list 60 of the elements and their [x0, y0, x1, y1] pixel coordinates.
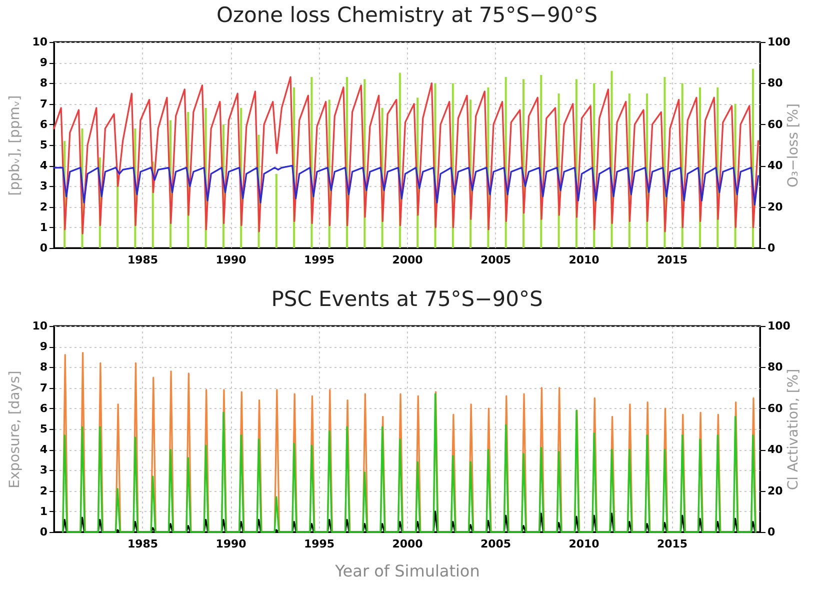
line-series: [53, 164, 760, 206]
y2-tick-label: 100: [768, 36, 791, 48]
y2-tick-label: 100: [768, 320, 791, 332]
y2-tick-label: 60: [768, 118, 784, 131]
y-tick-label: 6: [40, 118, 48, 131]
y-tick-label: 2: [40, 200, 48, 214]
y-tick-label: 3: [40, 180, 48, 193]
y-tick-label: 8: [40, 76, 48, 90]
y-tick-label: 1: [40, 220, 48, 234]
y-tick-label: 4: [40, 159, 48, 172]
y2-tick-label: 20: [768, 484, 784, 498]
x-tick-label: 1985: [127, 538, 158, 550]
x-axis-title: Year of Simulation: [334, 562, 480, 580]
y-tick-label: 0: [40, 242, 48, 254]
bar: [275, 174, 278, 248]
y2-axis-title: O₃−loss [%]: [785, 103, 802, 188]
x-tick-label: 2005: [480, 538, 512, 550]
y-tick-label: 7: [40, 381, 48, 394]
y-tick-label: 0: [40, 526, 48, 538]
x-tick-label: 2000: [392, 538, 424, 550]
bar: [116, 180, 119, 248]
x-tick-label: 1985: [127, 254, 158, 266]
x-tick-label: 2010: [568, 538, 600, 550]
y2-axis-title: Cl Activation, [%]: [785, 368, 802, 490]
x-tick-label: 2015: [656, 254, 688, 266]
x-tick-label: 1995: [304, 538, 335, 550]
chart-title: PSC Events at 75°S−90°S: [271, 287, 543, 311]
y-tick-label: 2: [40, 484, 48, 498]
y2-tick-label: 0: [768, 526, 776, 538]
line-series: [53, 76, 760, 234]
line-series: [62, 393, 756, 533]
y2-tick-label: 20: [768, 200, 784, 214]
y-tick-label: 5: [40, 138, 48, 152]
y-tick-label: 8: [40, 360, 48, 374]
y-tick-label: 10: [32, 36, 48, 48]
y-tick-label: 5: [40, 422, 48, 436]
y-tick-label: 4: [40, 443, 48, 456]
y-tick-label: 1: [40, 504, 48, 518]
y-axis-title: [ppbᵥ], [ppmᵥ]: [7, 95, 24, 196]
x-tick-label: 1995: [304, 254, 335, 266]
chart-title: Ozone loss Chemistry at 75°S−90°S: [216, 3, 598, 27]
y2-tick-label: 80: [768, 76, 784, 90]
x-tick-label: 1990: [216, 254, 247, 266]
y2-tick-label: 40: [768, 443, 784, 456]
y-tick-label: 6: [40, 402, 48, 415]
y2-tick-label: 0: [768, 242, 776, 254]
y-tick-label: 7: [40, 97, 48, 110]
x-tick-label: 2010: [568, 254, 600, 266]
y2-tick-label: 80: [768, 360, 784, 374]
x-tick-label: 2015: [656, 538, 688, 550]
y-tick-label: 3: [40, 464, 48, 477]
y2-tick-label: 60: [768, 402, 784, 415]
y-tick-label: 9: [40, 340, 48, 354]
y-tick-label: 10: [32, 320, 48, 332]
y-axis-title: Exposure, [days]: [7, 370, 24, 488]
y-tick-label: 9: [40, 56, 48, 70]
x-tick-label: 2005: [480, 254, 512, 266]
y2-tick-label: 40: [768, 159, 784, 172]
x-tick-label: 2000: [392, 254, 424, 266]
x-tick-label: 1990: [216, 538, 247, 550]
